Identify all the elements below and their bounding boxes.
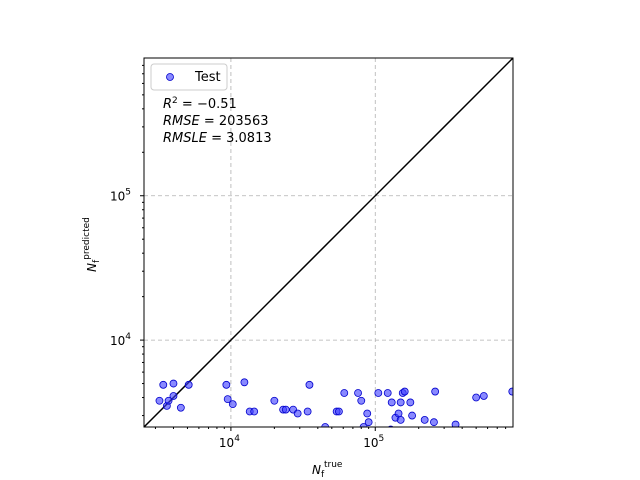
annotation-rmsle: RMSLE = 3.0813	[163, 131, 272, 146]
data-point-1	[159, 380, 168, 389]
legend: Test	[150, 63, 228, 91]
data-point-13	[250, 407, 259, 416]
data-point-41	[408, 411, 417, 420]
data-point-16	[281, 405, 290, 414]
y-tick-label-0: 104	[110, 332, 131, 348]
y-axis-label: Nfpredicted	[82, 217, 102, 272]
data-point-29	[363, 409, 372, 418]
axis-ticks: 104 105 104 105	[110, 64, 507, 450]
data-point-42	[420, 415, 429, 424]
data-point-4	[169, 379, 178, 388]
data-point-33	[387, 398, 396, 407]
legend-marker	[166, 73, 174, 81]
data-point-21	[321, 423, 330, 427]
grid-lines	[144, 58, 513, 427]
stats-annotations: R2 = −0.51 RMSE = 203563 RMSLE = 3.0813	[163, 96, 272, 146]
data-point-11	[240, 378, 249, 387]
data-point-14	[270, 396, 279, 405]
data-points	[155, 378, 513, 427]
data-point-5	[169, 392, 178, 400]
data-point-19	[303, 407, 312, 416]
data-point-9	[223, 395, 232, 404]
data-point-37	[396, 398, 405, 407]
data-point-40	[406, 398, 415, 407]
data-point-3	[164, 396, 173, 405]
x-tick-label-1: 105	[363, 434, 384, 450]
y-tick-label-1: 105	[110, 188, 131, 204]
data-point-25	[354, 389, 362, 397]
data-point-6	[176, 403, 185, 412]
data-point-0	[155, 396, 164, 405]
data-point-27	[359, 423, 368, 427]
data-point-23	[335, 407, 343, 416]
annotation-rmse: RMSE = 203563	[163, 114, 269, 129]
data-point-43	[430, 418, 438, 427]
data-point-20	[305, 380, 314, 389]
data-point-24	[340, 389, 349, 397]
data-point-47	[479, 392, 488, 400]
data-point-31	[383, 389, 392, 397]
data-point-48	[508, 387, 513, 396]
data-point-36	[396, 415, 405, 424]
data-point-30	[374, 389, 383, 397]
data-point-18	[293, 409, 302, 418]
data-point-10	[228, 400, 237, 409]
x-tick-label-0: 104	[219, 434, 240, 450]
legend-label: Test	[194, 70, 221, 85]
data-point-44	[431, 387, 440, 396]
identity-line	[143, 57, 514, 428]
reference-line-layer	[143, 57, 514, 428]
data-point-46	[472, 393, 481, 402]
data-point-39	[400, 387, 409, 396]
annotation-r2: R2 = −0.51	[163, 96, 237, 112]
data-point-45	[451, 420, 460, 427]
data-point-7	[184, 380, 193, 389]
data-point-35	[394, 409, 403, 418]
data-point-8	[222, 380, 231, 389]
data-point-26	[357, 396, 366, 405]
plot-frame	[143, 57, 514, 428]
data-point-28	[364, 418, 373, 427]
x-axis-label: Nftrue	[312, 460, 343, 480]
